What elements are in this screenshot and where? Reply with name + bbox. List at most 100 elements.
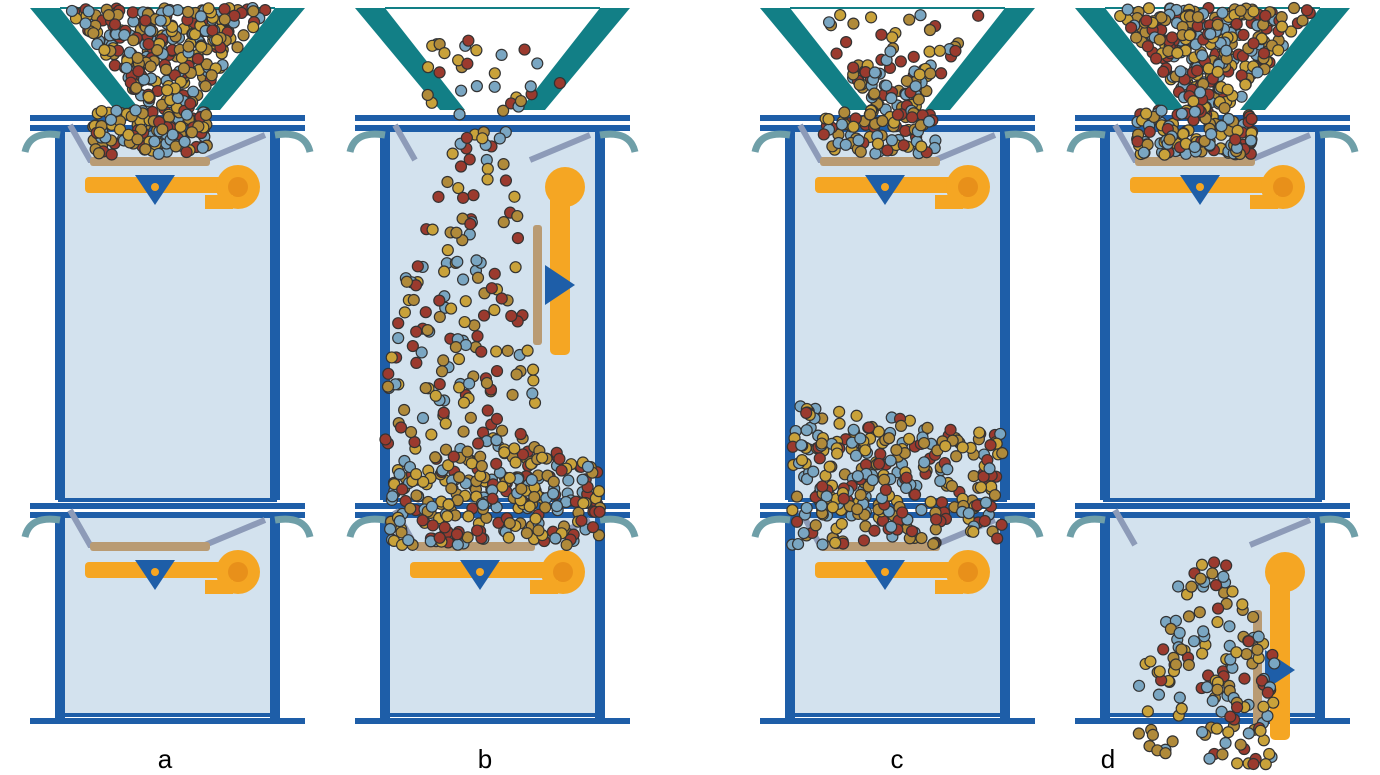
particle bbox=[449, 340, 463, 354]
particle bbox=[162, 4, 175, 17]
particle bbox=[126, 6, 139, 19]
particle bbox=[917, 436, 931, 450]
particle bbox=[837, 492, 850, 505]
gate-plate bbox=[820, 157, 940, 166]
particle bbox=[130, 81, 143, 95]
particle bbox=[868, 524, 881, 537]
particle bbox=[1131, 135, 1144, 148]
particle bbox=[539, 501, 552, 514]
particle bbox=[979, 496, 993, 509]
particle bbox=[456, 191, 470, 204]
particle bbox=[410, 468, 423, 481]
frame-post bbox=[1000, 515, 1010, 720]
particle bbox=[890, 443, 903, 457]
particle bbox=[1263, 747, 1276, 761]
particle bbox=[187, 85, 200, 98]
particle bbox=[864, 11, 878, 24]
particle bbox=[1196, 647, 1209, 660]
particle bbox=[185, 126, 199, 139]
hopper-left bbox=[1075, 8, 1185, 110]
particle bbox=[452, 181, 465, 195]
particle bbox=[881, 144, 894, 157]
particle bbox=[933, 44, 946, 57]
particle bbox=[184, 97, 197, 110]
particle bbox=[1157, 643, 1170, 656]
particle bbox=[1153, 665, 1166, 678]
frame-bar bbox=[30, 512, 305, 518]
particle bbox=[907, 50, 920, 63]
particle bbox=[144, 60, 157, 73]
particle bbox=[1143, 125, 1156, 138]
particle bbox=[433, 531, 446, 544]
particle bbox=[894, 55, 907, 68]
gate-plate bbox=[90, 542, 210, 551]
particle bbox=[480, 376, 494, 390]
particle bbox=[457, 396, 471, 409]
actuator bbox=[545, 167, 585, 207]
particle bbox=[1125, 21, 1138, 34]
particle bbox=[972, 9, 985, 22]
particle bbox=[921, 421, 934, 434]
frame-bar bbox=[355, 125, 630, 131]
particle bbox=[790, 490, 804, 503]
particle bbox=[459, 338, 472, 352]
frame-post bbox=[270, 515, 280, 720]
particle bbox=[166, 128, 179, 141]
actuator-hub bbox=[228, 177, 248, 197]
particle bbox=[441, 510, 454, 523]
particle bbox=[1268, 657, 1281, 670]
particle bbox=[576, 473, 589, 486]
particle bbox=[452, 352, 466, 366]
pivot-dot bbox=[151, 183, 159, 191]
particle bbox=[509, 261, 522, 274]
frame-post bbox=[55, 130, 65, 500]
particle bbox=[1222, 112, 1235, 125]
particle bbox=[1238, 672, 1251, 685]
particle bbox=[144, 24, 157, 37]
particle bbox=[854, 488, 867, 501]
particle bbox=[1140, 14, 1153, 27]
actuator-tab bbox=[935, 580, 963, 594]
particle bbox=[497, 158, 510, 171]
particle bbox=[1244, 134, 1258, 147]
particle bbox=[429, 389, 442, 402]
particle bbox=[899, 481, 913, 495]
particle bbox=[575, 514, 588, 527]
particle bbox=[105, 148, 118, 161]
particle bbox=[1187, 635, 1201, 648]
particle bbox=[503, 517, 516, 530]
particle bbox=[521, 344, 534, 357]
particle bbox=[529, 512, 542, 525]
particle bbox=[1211, 683, 1224, 696]
particle bbox=[822, 113, 835, 126]
particle bbox=[871, 137, 885, 150]
particle bbox=[847, 17, 860, 30]
particle bbox=[488, 267, 501, 280]
particle bbox=[490, 345, 503, 358]
particle bbox=[1211, 18, 1224, 31]
particle bbox=[406, 339, 419, 353]
vent-right bbox=[274, 515, 314, 539]
particle bbox=[900, 471, 913, 484]
particle bbox=[945, 479, 959, 493]
frame-bar bbox=[30, 503, 305, 509]
particle bbox=[829, 536, 842, 549]
particle bbox=[433, 310, 446, 324]
particle bbox=[800, 406, 813, 419]
particle bbox=[516, 448, 530, 461]
particle bbox=[453, 471, 466, 484]
actuator-hub bbox=[1273, 177, 1293, 197]
particle bbox=[131, 133, 144, 146]
particle bbox=[416, 411, 430, 425]
particle bbox=[421, 61, 435, 74]
particle bbox=[195, 40, 208, 53]
pivot-dot bbox=[476, 568, 484, 576]
particle bbox=[463, 153, 476, 166]
particle bbox=[110, 104, 123, 117]
particle bbox=[426, 223, 439, 236]
particle bbox=[949, 44, 962, 58]
particle bbox=[962, 507, 975, 520]
particle bbox=[878, 473, 891, 486]
frame-post bbox=[55, 515, 65, 720]
particle bbox=[915, 503, 928, 516]
